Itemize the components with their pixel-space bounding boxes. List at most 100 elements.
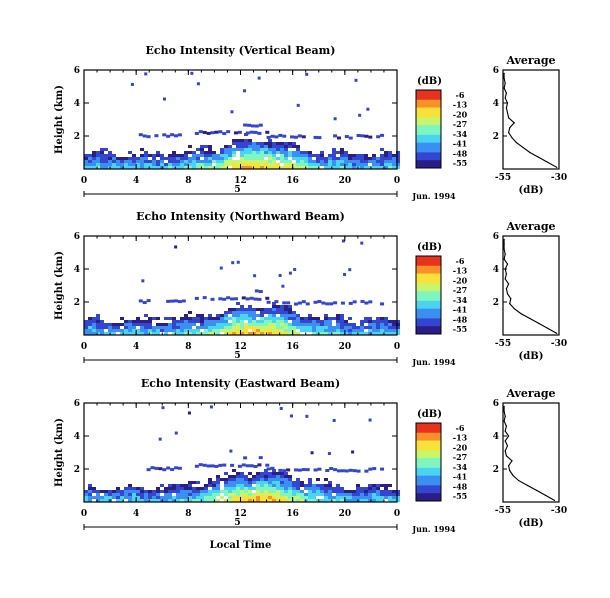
heatmap-cell [140, 493, 144, 496]
heatmap-cell [368, 326, 372, 329]
heatmap-cell [214, 130, 219, 134]
heatmap-cell [325, 469, 330, 473]
heatmap-cell [204, 145, 208, 148]
heatmap-cell [336, 320, 340, 323]
heatmap-cell [104, 326, 108, 329]
heatmap-cell [88, 484, 92, 487]
heatmap-cell [240, 493, 244, 496]
heatmap-cell [340, 166, 344, 169]
heatmap-cell [172, 160, 176, 163]
heatmap-cell [333, 134, 338, 138]
heatmap-cell [252, 157, 256, 160]
heatmap-cell [364, 134, 369, 138]
heatmap-cell [228, 323, 232, 326]
heatmap-cell [348, 496, 352, 499]
profile-point [556, 166, 558, 168]
heatmap-cell [300, 317, 304, 320]
heatmap-cell [296, 103, 300, 107]
heatmap-cell [280, 166, 284, 169]
heatmap-cell [372, 487, 376, 490]
heatmap-cell [364, 154, 368, 157]
heatmap-cell [216, 323, 220, 326]
profile-point [529, 317, 531, 320]
heatmap-cell [288, 305, 292, 308]
heatmap-cell [272, 317, 276, 320]
profile-point [505, 107, 507, 109]
heatmap-cell [296, 490, 300, 493]
heatmap-cell [208, 478, 212, 481]
x-tick-label: 4 [133, 342, 139, 352]
heatmap-cell [360, 299, 365, 303]
heatmap-cell [352, 496, 356, 499]
profile-point [511, 137, 513, 139]
heatmap-cell [216, 493, 220, 496]
heatmap-cell [320, 329, 324, 332]
heatmap-cell [204, 317, 208, 320]
heatmap-cell [352, 157, 356, 160]
heatmap-cell [268, 314, 272, 317]
heatmap-cell [222, 463, 227, 467]
heatmap-cell [208, 314, 212, 317]
heatmap-cell [120, 329, 124, 332]
heatmap-cell [312, 493, 316, 496]
heatmap-cell [166, 134, 171, 138]
heatmap-cell [192, 323, 196, 326]
x-tick-label: 20 [339, 176, 352, 186]
heatmap-cell [132, 332, 136, 335]
heatmap-cell [312, 163, 316, 166]
heatmap-cell [324, 160, 328, 163]
heatmap-cell [348, 301, 353, 305]
heatmap-cell [152, 157, 156, 160]
heatmap-cell [268, 145, 272, 148]
heatmap-cell [332, 151, 336, 154]
heatmap-cell [188, 332, 192, 335]
heatmap-cell [188, 326, 192, 329]
heatmap-cell [268, 139, 272, 142]
heatmap-cell [124, 329, 128, 332]
profile-point [504, 450, 506, 452]
heatmap-cell [268, 472, 272, 475]
heatmap-cell [194, 296, 199, 300]
heatmap-cell [360, 332, 364, 335]
heatmap-cell [172, 317, 176, 320]
colorbar-swatch [416, 481, 441, 484]
heatmap-cell [84, 499, 88, 502]
heatmap-cell [156, 154, 160, 157]
colorbar-swatch [416, 265, 441, 269]
heatmap-cell [328, 160, 332, 163]
heatmap-cell [228, 478, 232, 481]
heatmap-cell [204, 163, 208, 166]
heatmap-cell [380, 490, 384, 493]
heatmap-cell [212, 496, 216, 499]
heatmap-cell [116, 493, 120, 496]
heatmap-cell [158, 437, 162, 441]
heatmap-cell [104, 163, 108, 166]
heatmap-cell [320, 326, 324, 329]
heatmap-cell [268, 478, 272, 481]
profile-point [510, 298, 512, 300]
heatmap-cell [208, 323, 212, 326]
heatmap-cell [154, 134, 159, 138]
colorbar-tick-label: -55 [453, 491, 467, 501]
colorbar-swatch [416, 257, 441, 261]
heatmap-cell [388, 493, 392, 496]
heatmap-cell [376, 329, 380, 332]
heatmap-cell [100, 157, 104, 160]
heatmap-cell [224, 320, 228, 323]
colorbar-tick-label: -34 [453, 462, 468, 472]
heatmap-cell [220, 478, 224, 481]
heatmap-cell [88, 160, 92, 163]
colorbar-swatch [416, 269, 441, 273]
heatmap-cell [388, 496, 392, 499]
heatmap-cell [220, 326, 224, 329]
heatmap-cell [344, 163, 348, 166]
heatmap-cell [140, 166, 144, 169]
heatmap-cell [124, 490, 128, 493]
heatmap-cell [108, 496, 112, 499]
heatmap-cell [208, 493, 212, 496]
heatmap-cell [292, 151, 296, 154]
heatmap-cell [280, 475, 284, 478]
heatmap-cell [184, 323, 188, 326]
heatmap-cell [268, 493, 272, 496]
colorbar-swatch [416, 138, 441, 142]
